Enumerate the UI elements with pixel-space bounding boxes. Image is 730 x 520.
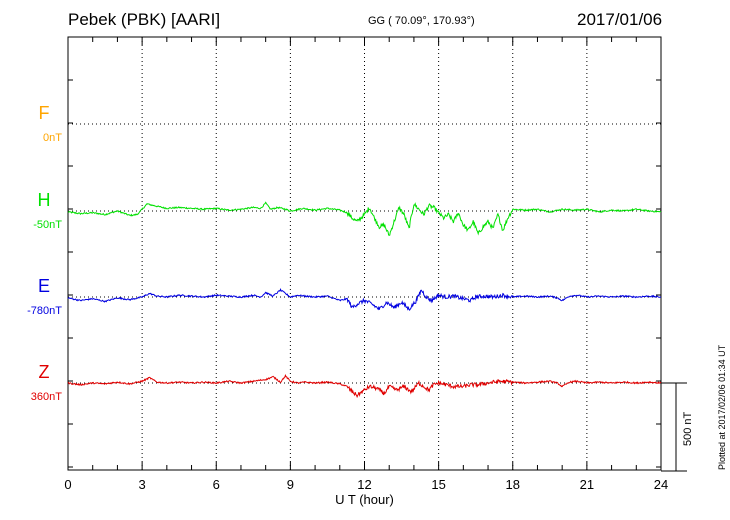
date-label: 2017/01/06: [577, 10, 663, 29]
series-offset-Z: 360nT: [31, 391, 62, 403]
plotted-timestamp: Plotted at 2017/02/06 01:34 UT: [717, 344, 727, 470]
x-tick-label: 6: [213, 477, 220, 492]
series-trace-E: [67, 287, 662, 311]
series-label-Z: Z: [39, 362, 50, 382]
series-offset-H: -50nT: [33, 219, 62, 231]
x-tick-label: 18: [506, 477, 520, 492]
series-label-F: F: [39, 103, 50, 123]
coordinates-label: GG ( 70.09°, 170.93°): [368, 15, 475, 27]
x-tick-label: 24: [654, 477, 668, 492]
series-label-H: H: [38, 190, 51, 210]
x-axis-label: U T (hour): [335, 492, 394, 507]
x-tick-label: 0: [64, 477, 71, 492]
x-tick-label: 12: [357, 477, 371, 492]
series-offset-F: 0nT: [43, 132, 62, 144]
station-title: Pebek (PBK) [AARI]: [68, 10, 221, 29]
series-offset-E: -780nT: [27, 305, 62, 317]
scale-bar-label: 500 nT: [682, 411, 694, 446]
x-tick-label: 21: [580, 477, 594, 492]
x-tick-label: 9: [287, 477, 294, 492]
series-label-E: E: [38, 276, 50, 296]
x-tick-label: 15: [431, 477, 445, 492]
series-trace-H: [67, 201, 662, 236]
series-trace-Z: [67, 373, 662, 399]
x-tick-label: 3: [139, 477, 146, 492]
